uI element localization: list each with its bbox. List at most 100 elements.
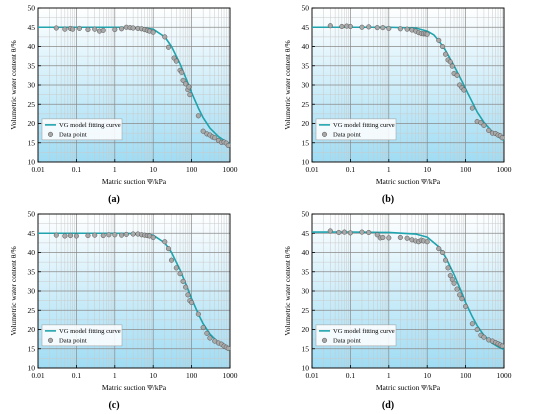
y-tick-label: 10	[28, 364, 36, 373]
legend-entry-curve: VG model fitting curve	[333, 122, 395, 129]
y-axis-label: Volumetric water content θ/%	[9, 40, 18, 129]
y-tick-label: 20	[28, 325, 36, 334]
y-tick-label: 45	[28, 229, 36, 238]
data-point	[150, 29, 156, 35]
x-tick-label: 1000	[223, 165, 238, 174]
x-tick-label: 0.1	[72, 371, 82, 380]
x-axis-label: Matric suction Ψ/kPa	[102, 177, 167, 186]
x-tick-label: 0.1	[346, 165, 356, 174]
y-axis-label: Volumetric water content θ/%	[9, 246, 18, 335]
data-point	[374, 232, 380, 238]
y-axis-label: Volumetric water content θ/%	[283, 40, 292, 129]
x-tick-label: 100	[460, 371, 472, 380]
x-tick-label: 0.01	[305, 165, 318, 174]
y-tick-label: 40	[28, 248, 36, 257]
data-point	[459, 296, 465, 302]
y-tick-label: 30	[28, 81, 36, 90]
data-point	[85, 27, 91, 33]
data-point	[180, 77, 186, 83]
x-tick-label: 1000	[497, 165, 512, 174]
y-tick-label: 15	[302, 344, 310, 353]
data-point	[439, 43, 446, 50]
data-point	[100, 233, 106, 239]
x-tick-label: 0.01	[31, 371, 44, 380]
y-tick-label: 50	[28, 4, 36, 13]
y-tick-label: 30	[302, 287, 310, 296]
data-point	[183, 81, 189, 87]
data-point	[463, 303, 469, 309]
data-point	[481, 122, 487, 128]
y-tick-label: 35	[302, 61, 310, 70]
legend-entry-data: Data point	[333, 132, 361, 139]
data-points	[53, 24, 231, 148]
y-tick-label: 50	[28, 210, 36, 219]
panel-label: (d)	[382, 400, 394, 411]
legend-entry-curve: VG model fitting curve	[333, 328, 395, 335]
data-point	[327, 23, 333, 29]
data-point	[404, 26, 410, 32]
data-point	[173, 58, 179, 64]
y-tick-label: 50	[302, 210, 310, 219]
data-points	[327, 228, 505, 349]
data-point	[179, 69, 185, 75]
chart-panel-3: 0.01 0.1 1 10 100 1000 10 15 20 25 30 35 40 45 50 Matri…	[9, 210, 238, 411]
data-point	[461, 87, 467, 93]
data-point	[183, 284, 189, 290]
panel-label: (a)	[108, 194, 120, 205]
data-point	[380, 25, 386, 31]
data-point	[119, 232, 125, 238]
data-point	[447, 59, 453, 65]
data-point	[212, 135, 218, 141]
data-point	[397, 26, 403, 32]
y-tick-label: 20	[302, 325, 310, 334]
data-point	[445, 265, 451, 271]
data-point	[76, 25, 82, 31]
data-point	[100, 27, 106, 33]
x-tick-label: 100	[460, 165, 472, 174]
y-tick-label: 45	[302, 229, 310, 238]
data-point	[499, 343, 505, 349]
x-tick-label: 10	[423, 371, 431, 380]
legend-marker-swatch	[321, 337, 328, 343]
data-point	[189, 300, 195, 306]
data-point	[347, 23, 353, 30]
y-tick-label: 40	[28, 42, 36, 51]
y-tick-label: 15	[28, 344, 36, 353]
data-point	[397, 234, 403, 241]
data-point	[73, 233, 79, 239]
x-axis-label: Matric suction Ψ/kPa	[102, 383, 167, 392]
y-tick-label: 25	[28, 100, 36, 109]
y-tick-label: 35	[28, 61, 36, 70]
y-tick-label: 35	[28, 267, 36, 276]
data-point	[454, 286, 460, 292]
legend-box	[315, 118, 397, 141]
data-point	[436, 37, 442, 43]
legend: VG model fitting curve Data point	[315, 324, 397, 347]
data-point	[185, 292, 191, 298]
legend-entry-curve: VG model fitting curve	[59, 122, 121, 129]
y-tick-label: 40	[302, 42, 310, 51]
data-point	[225, 142, 231, 148]
data-points	[53, 231, 231, 351]
data-point	[424, 239, 430, 245]
y-tick-label: 40	[302, 248, 310, 257]
data-point	[173, 265, 179, 271]
data-point	[424, 31, 430, 37]
data-point	[165, 44, 172, 50]
data-point	[486, 127, 492, 133]
legend: VG model fitting curve Data point	[315, 118, 397, 141]
data-point	[207, 335, 213, 341]
data-point	[454, 72, 460, 78]
data-point	[119, 26, 125, 32]
data-point	[481, 334, 487, 340]
y-tick-label: 45	[302, 23, 310, 32]
data-point	[62, 26, 68, 32]
legend: VG model fitting curve Data point	[41, 118, 123, 141]
data-point	[469, 321, 475, 327]
x-tick-label: 0.01	[305, 371, 318, 380]
legend-box	[41, 118, 123, 141]
x-tick-label: 0.1	[346, 371, 356, 380]
data-point	[386, 235, 392, 241]
data-point	[70, 26, 76, 32]
data-point	[442, 51, 449, 57]
